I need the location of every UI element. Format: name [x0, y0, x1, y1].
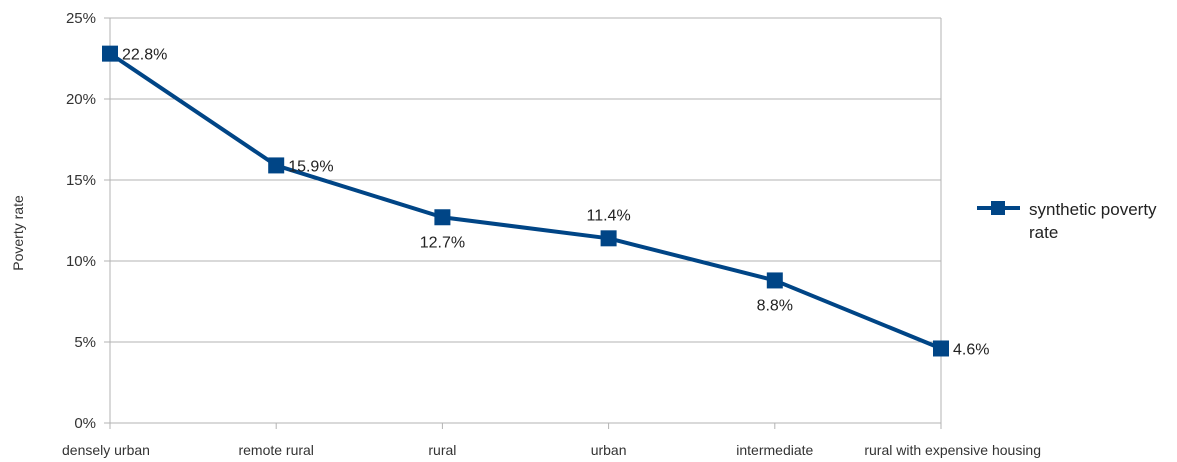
- y-axis-label: Poverty rate: [10, 195, 26, 271]
- x-tick-label: rural: [428, 442, 456, 458]
- series-line: [108, 51, 942, 351]
- x-tick-label: densely urban: [62, 442, 150, 458]
- data-point-marker: [434, 209, 451, 226]
- data-label: 22.8%: [122, 47, 167, 64]
- y-tick-label: 15%: [66, 172, 96, 189]
- x-tick-labels: densely urban remote rural rural urban inter…: [62, 442, 1041, 458]
- data-point-marker: [268, 157, 285, 174]
- data-label: 11.4%: [587, 207, 631, 224]
- y-tick-label: 0%: [74, 415, 96, 432]
- data-point-marker: [102, 45, 118, 62]
- data-point-marker: [600, 230, 617, 247]
- y-tick-label: 25%: [66, 10, 96, 27]
- x-tick-label: intermediate: [736, 442, 813, 458]
- y-tick-label: 5%: [74, 334, 96, 351]
- x-tick-label: urban: [591, 442, 627, 458]
- data-point-marker: [933, 340, 949, 357]
- data-point-marker: [766, 272, 783, 289]
- legend-label-line-2: rate: [1029, 223, 1058, 242]
- x-tick-label: rural with expensive housing: [864, 442, 1041, 458]
- data-label: 15.9%: [288, 158, 333, 175]
- data-label: 12.7%: [420, 234, 465, 251]
- legend-label-line-1: synthetic poverty: [1029, 200, 1157, 219]
- legend: synthetic poverty rate: [977, 200, 1157, 242]
- series-synthetic-poverty-rate: [102, 45, 949, 357]
- x-tick-label: remote rural: [238, 442, 313, 458]
- y-tick-label: 10%: [66, 253, 96, 270]
- grid: [110, 17, 941, 343]
- axes: [104, 17, 942, 429]
- y-tick-label: 20%: [66, 91, 96, 108]
- legend-marker: [991, 201, 1005, 215]
- data-label: 8.8%: [757, 297, 793, 314]
- y-tick-labels: 0% 5% 10% 15% 20% 25%: [66, 10, 96, 432]
- data-labels: 22.8% 15.9% 12.7% 11.4% 8.8% 4.6%: [122, 47, 989, 359]
- data-label: 4.6%: [953, 341, 989, 358]
